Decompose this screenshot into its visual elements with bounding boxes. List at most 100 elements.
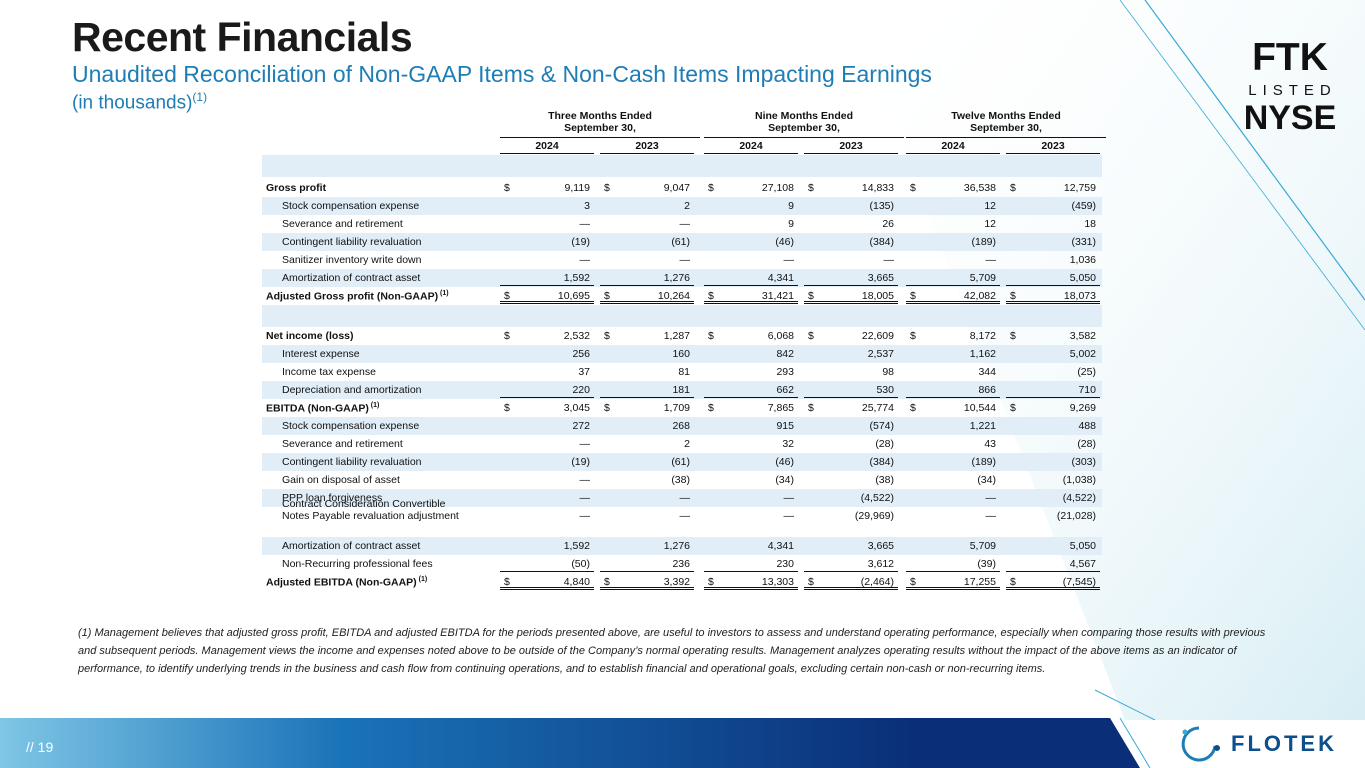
value-cell: $27,108	[704, 182, 798, 196]
value: —	[679, 492, 691, 504]
value: 842	[776, 348, 794, 360]
value-cell: —	[804, 254, 898, 268]
value: 710	[1078, 384, 1096, 396]
value: 10,264	[657, 290, 690, 302]
nyse-listing-badge: FTK LISTED NYSE	[1243, 38, 1337, 135]
value-cell: 268	[600, 420, 694, 434]
row-label: Stock compensation expense	[282, 200, 420, 212]
value: 256	[572, 348, 590, 360]
value-cell: $9,047	[600, 182, 694, 196]
value: 42,082	[963, 290, 996, 302]
value-cell: $2,532	[500, 330, 594, 344]
value: 81	[678, 366, 690, 378]
value-cell: 12	[906, 218, 1000, 232]
value-cell: 9	[704, 218, 798, 232]
value-cell: $3,392	[600, 576, 694, 590]
units-note: (in thousands)(1)	[72, 90, 207, 114]
value-cell: (384)	[804, 456, 898, 470]
row-label: Contingent liability revaluation	[282, 456, 422, 468]
row-label: Amortization of contract asset	[282, 272, 421, 284]
value-cell: $31,421	[704, 290, 798, 304]
value: 26	[882, 218, 894, 230]
value-cell: $10,544	[906, 402, 1000, 416]
currency-symbol: $	[604, 182, 610, 194]
value-cell: $10,695	[500, 290, 594, 304]
value-cell: 230	[704, 558, 798, 572]
row-label: Contingent liability revaluation	[282, 236, 422, 248]
value-cell: $6,068	[704, 330, 798, 344]
currency-symbol: $	[604, 290, 610, 302]
value-cell: 5,002	[1006, 348, 1100, 362]
value-cell: $22,609	[804, 330, 898, 344]
row-label: Net income (loss)	[266, 330, 354, 342]
value: 98	[882, 366, 894, 378]
page-number: // 19	[26, 739, 54, 755]
table-row: Contingent liability revaluation (19) (61)…	[262, 233, 1102, 251]
currency-symbol: $	[808, 290, 814, 302]
value-cell: 1,276	[600, 272, 694, 286]
value: (331)	[1071, 236, 1096, 248]
value-cell: $17,255	[906, 576, 1000, 590]
value-cell: $18,073	[1006, 290, 1100, 304]
value-cell: 5,709	[906, 272, 1000, 286]
row-label: Severance and retirement	[282, 438, 403, 450]
footer-bar	[0, 718, 1151, 768]
value-cell: 4,341	[704, 540, 798, 554]
value: —	[679, 218, 691, 230]
value: 7,865	[767, 402, 794, 414]
value: 12	[984, 218, 996, 230]
value-cell: 3,612	[804, 558, 898, 572]
row-label: PPP loan forgiveness	[282, 492, 383, 504]
value-cell: —	[600, 510, 694, 524]
value: 2	[684, 200, 690, 212]
value: 1,287	[663, 330, 690, 342]
value-cell: 1,592	[500, 272, 594, 286]
value-cell: $18,005	[804, 290, 898, 304]
table-row: Adjusted EBITDA (Non-GAAP) (1) $4,840 $3,3…	[262, 573, 1102, 591]
units-label: (in thousands)	[72, 92, 193, 114]
value: (34)	[977, 474, 996, 486]
value-cell: 3,665	[804, 540, 898, 554]
value: 4,341	[767, 272, 794, 284]
value: 5,709	[969, 272, 996, 284]
value: 3,582	[1069, 330, 1096, 342]
value-cell: —	[500, 474, 594, 488]
value-cell: —	[500, 510, 594, 524]
value-cell: $8,172	[906, 330, 1000, 344]
value: (1,038)	[1062, 474, 1096, 486]
period-header: Nine Months Ended September 30,	[704, 110, 904, 138]
table-row: Severance and retirement — — 9 26 12 18	[262, 215, 1102, 233]
brand-name: FLOTEK	[1231, 731, 1337, 756]
currency-symbol: $	[910, 402, 916, 414]
value: 181	[672, 384, 690, 396]
value: 1,162	[969, 348, 996, 360]
value-cell: $14,833	[804, 182, 898, 196]
value: 866	[978, 384, 996, 396]
table-row: Gross profit $9,119 $9,047 $27,108 $14,833 $3…	[262, 179, 1102, 197]
value-cell: 43	[906, 438, 1000, 452]
value-cell: (303)	[1006, 456, 1100, 470]
value: 9	[788, 218, 794, 230]
value-cell: (28)	[1006, 438, 1100, 452]
value-cell: 1,592	[500, 540, 594, 554]
value: 13,303	[761, 576, 794, 588]
value-cell: 236	[600, 558, 694, 572]
value-cell: (38)	[600, 474, 694, 488]
value: (38)	[875, 474, 894, 486]
value: 5,709	[969, 540, 996, 552]
currency-symbol: $	[910, 330, 916, 342]
row-label: Adjusted EBITDA (Non-GAAP) (1)	[266, 576, 428, 589]
value-cell: $ (7,545)	[1006, 576, 1100, 590]
value-cell: —	[906, 510, 1000, 524]
value-cell: 842	[704, 348, 798, 362]
value: 2	[684, 438, 690, 450]
table-row: Adjusted Gross profit (Non-GAAP) (1) $10,…	[262, 287, 1102, 305]
value: (39)	[977, 558, 996, 570]
value: 27,108	[761, 182, 794, 194]
value: —	[883, 254, 895, 266]
value-cell: 160	[600, 348, 694, 362]
value: 2,537	[867, 348, 894, 360]
value-cell: (61)	[600, 236, 694, 250]
value: —	[985, 492, 997, 504]
period-header: Three Months Ended September 30,	[500, 110, 700, 138]
